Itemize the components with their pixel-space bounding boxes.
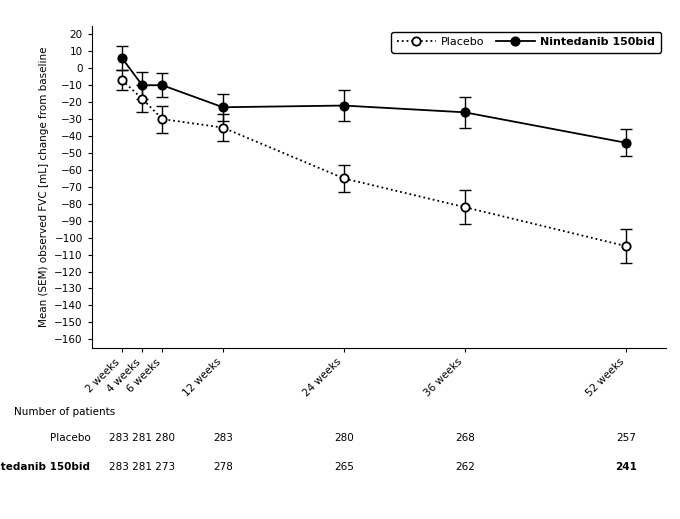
Text: Number of patients: Number of patients — [14, 407, 115, 417]
Text: 265: 265 — [334, 462, 354, 472]
Text: 280: 280 — [334, 433, 354, 443]
Text: 283 281 280: 283 281 280 — [109, 433, 175, 443]
Text: Placebo: Placebo — [50, 433, 90, 443]
Text: 268: 268 — [455, 433, 475, 443]
Text: 257: 257 — [616, 433, 636, 443]
Text: 241: 241 — [615, 462, 637, 472]
Legend: Placebo, Nintedanib 150bid: Placebo, Nintedanib 150bid — [392, 32, 661, 52]
Text: Nintedanib 150bid: Nintedanib 150bid — [0, 462, 90, 472]
Text: 283 281 273: 283 281 273 — [109, 462, 175, 472]
Text: 278: 278 — [213, 462, 233, 472]
Text: 262: 262 — [455, 462, 475, 472]
Text: 283: 283 — [213, 433, 233, 443]
Y-axis label: Mean (SEM) observed FVC [mL] change from baseline: Mean (SEM) observed FVC [mL] change from… — [39, 47, 49, 327]
